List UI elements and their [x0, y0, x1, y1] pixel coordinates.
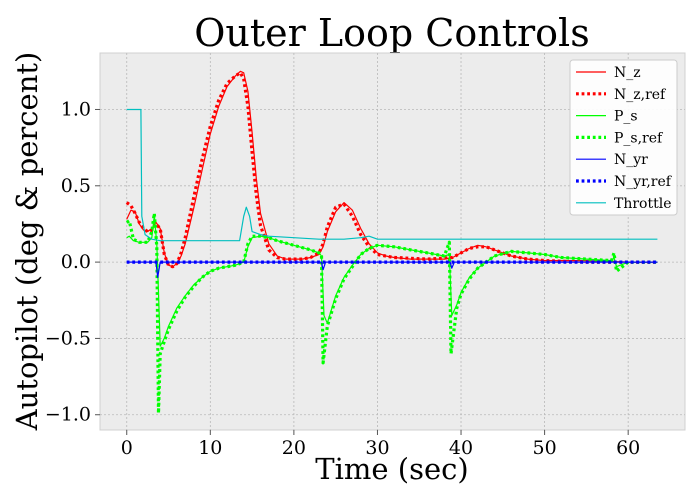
- y-tick-label: 1.0: [61, 98, 91, 120]
- series-n-yr-line: [126, 261, 658, 278]
- legend-label-p-s: P_s: [614, 109, 638, 125]
- x-tick-label: 20: [282, 437, 306, 459]
- y-tick-label: −1.0: [45, 404, 91, 426]
- y-axis-label: Autopilot (deg & percent): [10, 52, 44, 432]
- legend-label-n-yr-ref: N_yr,ref: [614, 174, 673, 190]
- axis-ticks: 0 10 20 30 40 50 60 −1.0 −0.5 0.0 0.5 1.0: [45, 98, 640, 459]
- x-axis-label: Time (sec): [315, 452, 468, 486]
- x-tick-label: 30: [365, 437, 389, 459]
- chart-title: Outer Loop Controls: [194, 11, 589, 55]
- legend-label-n-z: N_z: [614, 65, 641, 81]
- legend-frame: [569, 59, 678, 216]
- x-tick-label: 60: [616, 437, 640, 459]
- y-tick-label: −0.5: [45, 327, 91, 349]
- x-tick-label: 40: [449, 437, 473, 459]
- series-group: [125, 70, 658, 415]
- legend-label-p-s-ref: P_s,ref: [614, 130, 664, 146]
- series-throttle-line: [126, 108, 658, 242]
- legend-label-n-z-ref: N_z,ref: [614, 87, 667, 103]
- x-tick-label: 10: [198, 437, 222, 459]
- legend-label-n-yr: N_yr: [614, 152, 648, 168]
- legend: N_z N_z,ref P_s P_s,ref N_yr N_yr,ref Throttle: [569, 59, 678, 216]
- x-tick-label: 0: [121, 437, 133, 459]
- series-n-z-ref-line: [125, 71, 658, 269]
- series-p-s-ref-line: [125, 211, 658, 415]
- x-tick-label: 50: [533, 437, 557, 459]
- y-tick-label: 0.0: [61, 251, 91, 273]
- y-tick-label: 0.5: [61, 175, 91, 197]
- legend-label-throttle: Throttle: [614, 196, 672, 212]
